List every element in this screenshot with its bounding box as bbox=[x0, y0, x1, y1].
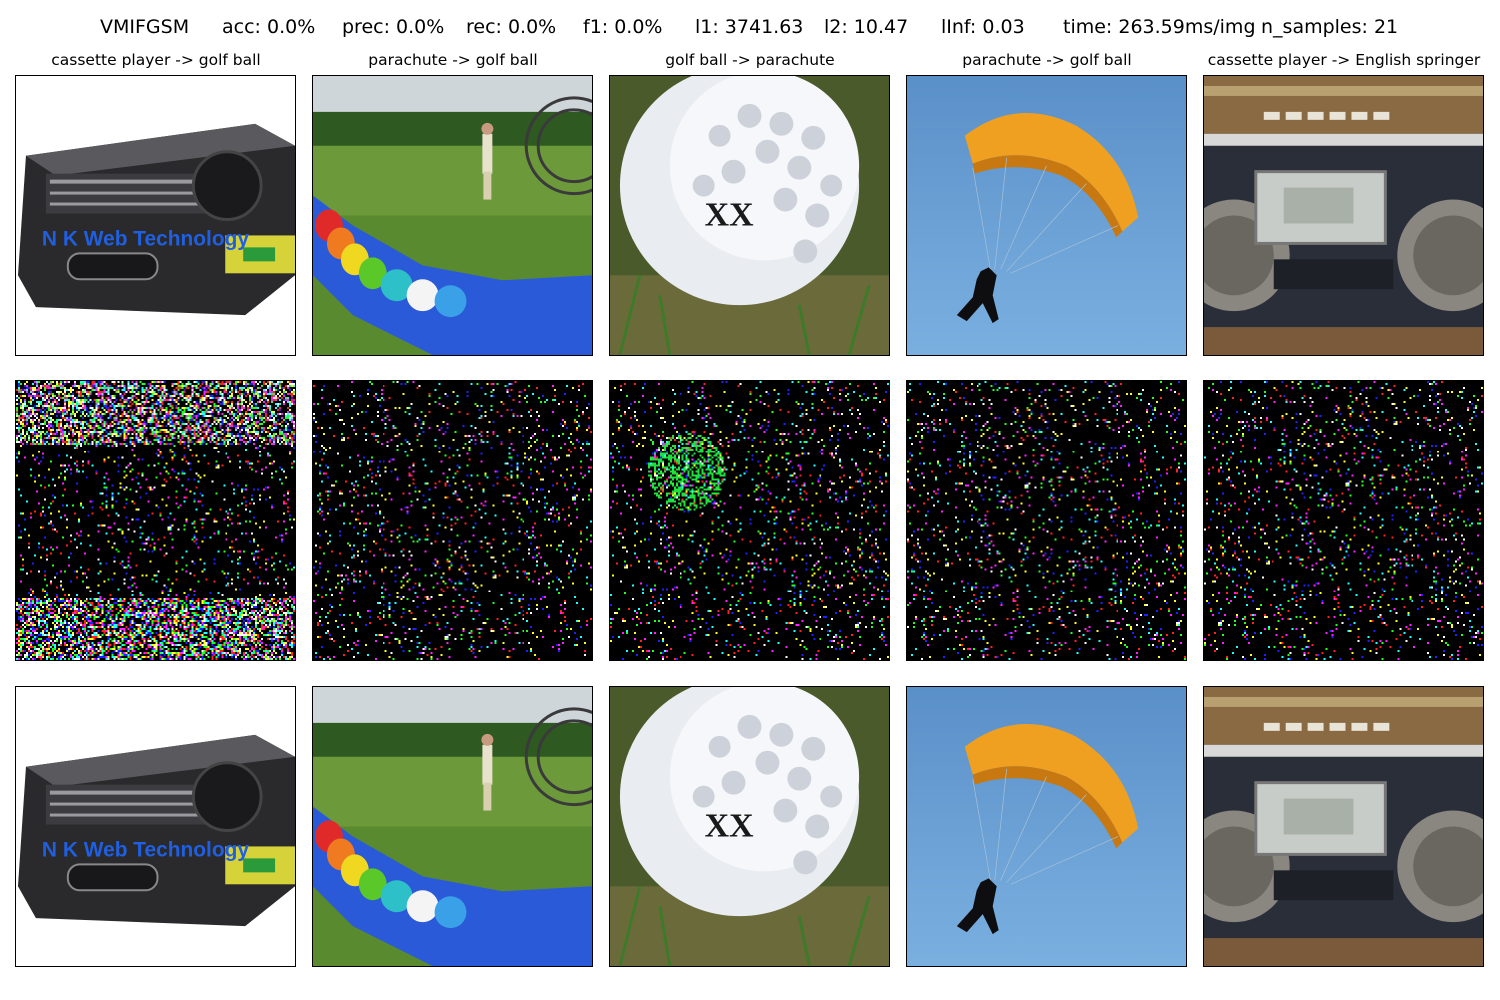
perturbation-noise bbox=[313, 381, 592, 660]
boombox-image bbox=[1204, 76, 1483, 355]
figure-suptitle: VMIFGSM acc: 0.0% prec: 0.0% rec: 0.0% f… bbox=[0, 16, 1500, 44]
column-title: golf ball -> parachute bbox=[665, 51, 835, 69]
perturbation-panel bbox=[312, 380, 593, 661]
paraglider-field-image bbox=[313, 687, 592, 966]
cassette-player-image: N K Web Technology bbox=[16, 687, 295, 966]
linf-metric: lInf: 0.03 bbox=[941, 16, 1025, 38]
perturbation-noise bbox=[610, 381, 889, 660]
cassette-player-image: N K Web Technology bbox=[16, 76, 295, 355]
adversarial-panel bbox=[312, 686, 593, 967]
watermark-text: N K Web Technology bbox=[42, 227, 250, 250]
adversarial-panel bbox=[906, 686, 1187, 967]
golf-ball-image: XX bbox=[610, 76, 889, 355]
column-title: cassette player -> golf ball bbox=[51, 51, 261, 69]
boombox-image bbox=[1204, 687, 1483, 966]
original-panel bbox=[1203, 75, 1484, 356]
perturbation-panel bbox=[1203, 380, 1484, 661]
paraglider-field-image bbox=[313, 76, 592, 355]
watermark-text: N K Web Technology bbox=[42, 838, 250, 861]
parachutist-image bbox=[907, 687, 1186, 966]
perturbation-noise bbox=[907, 381, 1186, 660]
column-title: cassette player -> English springer bbox=[1207, 51, 1481, 69]
recall-metric: rec: 0.0% bbox=[466, 16, 557, 38]
golf-ball-print: XX bbox=[705, 196, 754, 233]
f1-metric: f1: 0.0% bbox=[583, 16, 663, 38]
adversarial-panel: N K Web Technology bbox=[15, 686, 296, 967]
perturbation-panel bbox=[15, 380, 296, 661]
adversarial-panel bbox=[1203, 686, 1484, 967]
column-title: parachute -> golf ball bbox=[368, 51, 538, 69]
golf-ball-print: XX bbox=[705, 807, 754, 844]
perturbation-noise bbox=[1204, 381, 1483, 660]
original-panel: N K Web Technology bbox=[15, 75, 296, 356]
perturbation-panel bbox=[609, 380, 890, 661]
n-samples-metric: n_samples: 21 bbox=[1261, 16, 1399, 38]
golf-ball-image: XX bbox=[610, 687, 889, 966]
time-metric: time: 263.59ms/img bbox=[1063, 16, 1256, 38]
l2-metric: l2: 10.47 bbox=[824, 16, 909, 38]
precision-metric: prec: 0.0% bbox=[342, 16, 445, 38]
original-panel bbox=[906, 75, 1187, 356]
original-panel: XX bbox=[609, 75, 890, 356]
accuracy-metric: acc: 0.0% bbox=[222, 16, 316, 38]
parachutist-image bbox=[907, 76, 1186, 355]
method-name: VMIFGSM bbox=[100, 16, 190, 38]
perturbation-panel bbox=[906, 380, 1187, 661]
perturbation-noise bbox=[16, 381, 295, 660]
l1-metric: l1: 3741.63 bbox=[695, 16, 804, 38]
original-panel bbox=[312, 75, 593, 356]
adversarial-panel: XX bbox=[609, 686, 890, 967]
column-title: parachute -> golf ball bbox=[962, 51, 1132, 69]
